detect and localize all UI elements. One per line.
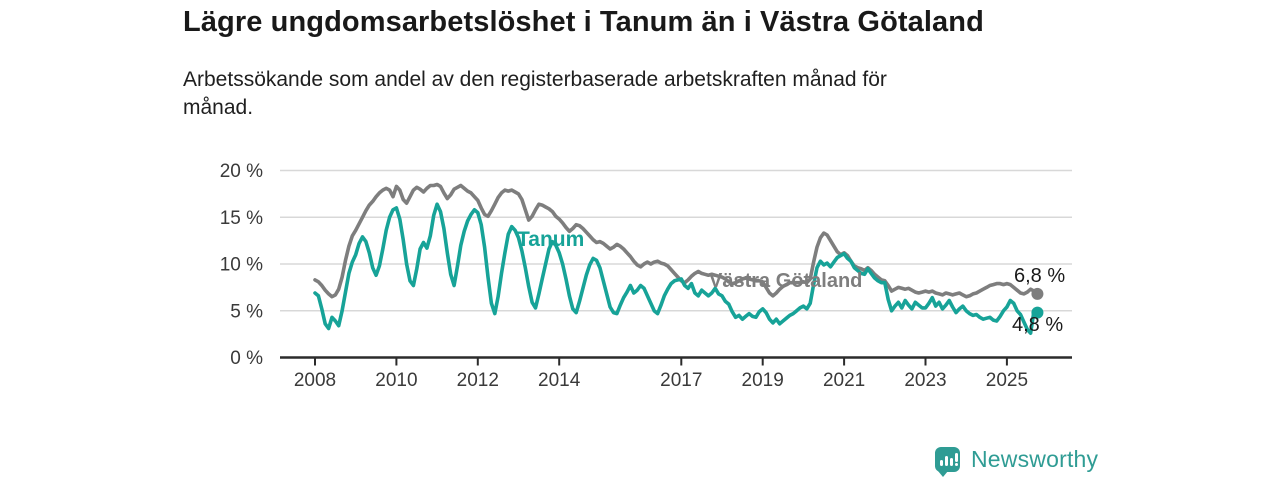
x-tick-label: 2023 bbox=[904, 370, 946, 391]
y-tick-label: 20 % bbox=[220, 161, 263, 182]
x-tick-label: 2019 bbox=[742, 370, 784, 391]
series-line-tanum bbox=[313, 202, 1040, 336]
series-label-tanum: Tanum bbox=[517, 228, 585, 251]
x-tick-label: 2025 bbox=[986, 370, 1028, 391]
y-tick-label: 10 % bbox=[220, 255, 263, 276]
newsworthy-logo-text: Newsworthy bbox=[971, 446, 1099, 472]
series-end-dot-västra-götaland bbox=[1031, 287, 1044, 300]
y-tick-label: 5 % bbox=[230, 301, 263, 322]
x-tick-label: 2012 bbox=[457, 370, 499, 391]
chart-subtitle-line1: Arbetssökande som andel av den registerb… bbox=[183, 68, 887, 91]
series-line-västra-götaland bbox=[313, 182, 1040, 299]
x-tick-label: 2014 bbox=[538, 370, 581, 391]
logo-bar-chart-icon bbox=[940, 460, 943, 466]
chart-subtitle-line2: månad. bbox=[183, 95, 254, 119]
end-value-label-vastra-gotaland: 6,8 % bbox=[1014, 265, 1066, 287]
logo-exclamation-icon bbox=[955, 453, 958, 462]
y-tick-label: 15 % bbox=[220, 208, 263, 229]
x-tick-label: 2021 bbox=[823, 370, 865, 391]
series-end-dot-tanum bbox=[1031, 306, 1044, 319]
newsworthy-logo: Newsworthy bbox=[935, 446, 1099, 477]
x-tick-label: 2008 bbox=[294, 370, 336, 391]
y-tick-label: 0 % bbox=[230, 348, 263, 369]
logo-speech-bubble-tail bbox=[938, 471, 948, 477]
chart-subtitle: Arbetssökande som andel av den registerb… bbox=[183, 66, 887, 121]
x-tick-label: 2010 bbox=[375, 370, 417, 391]
series-label-vastra-gotaland: Västra Götaland bbox=[709, 270, 863, 292]
x-tick-label: 2017 bbox=[660, 370, 702, 391]
newsworthy-logo-icon bbox=[935, 447, 960, 477]
page-title: Lägre ungdomsarbetslöshet i Tanum än i V… bbox=[183, 6, 984, 38]
end-value-label-tanum: 4,8 % bbox=[1012, 314, 1064, 336]
